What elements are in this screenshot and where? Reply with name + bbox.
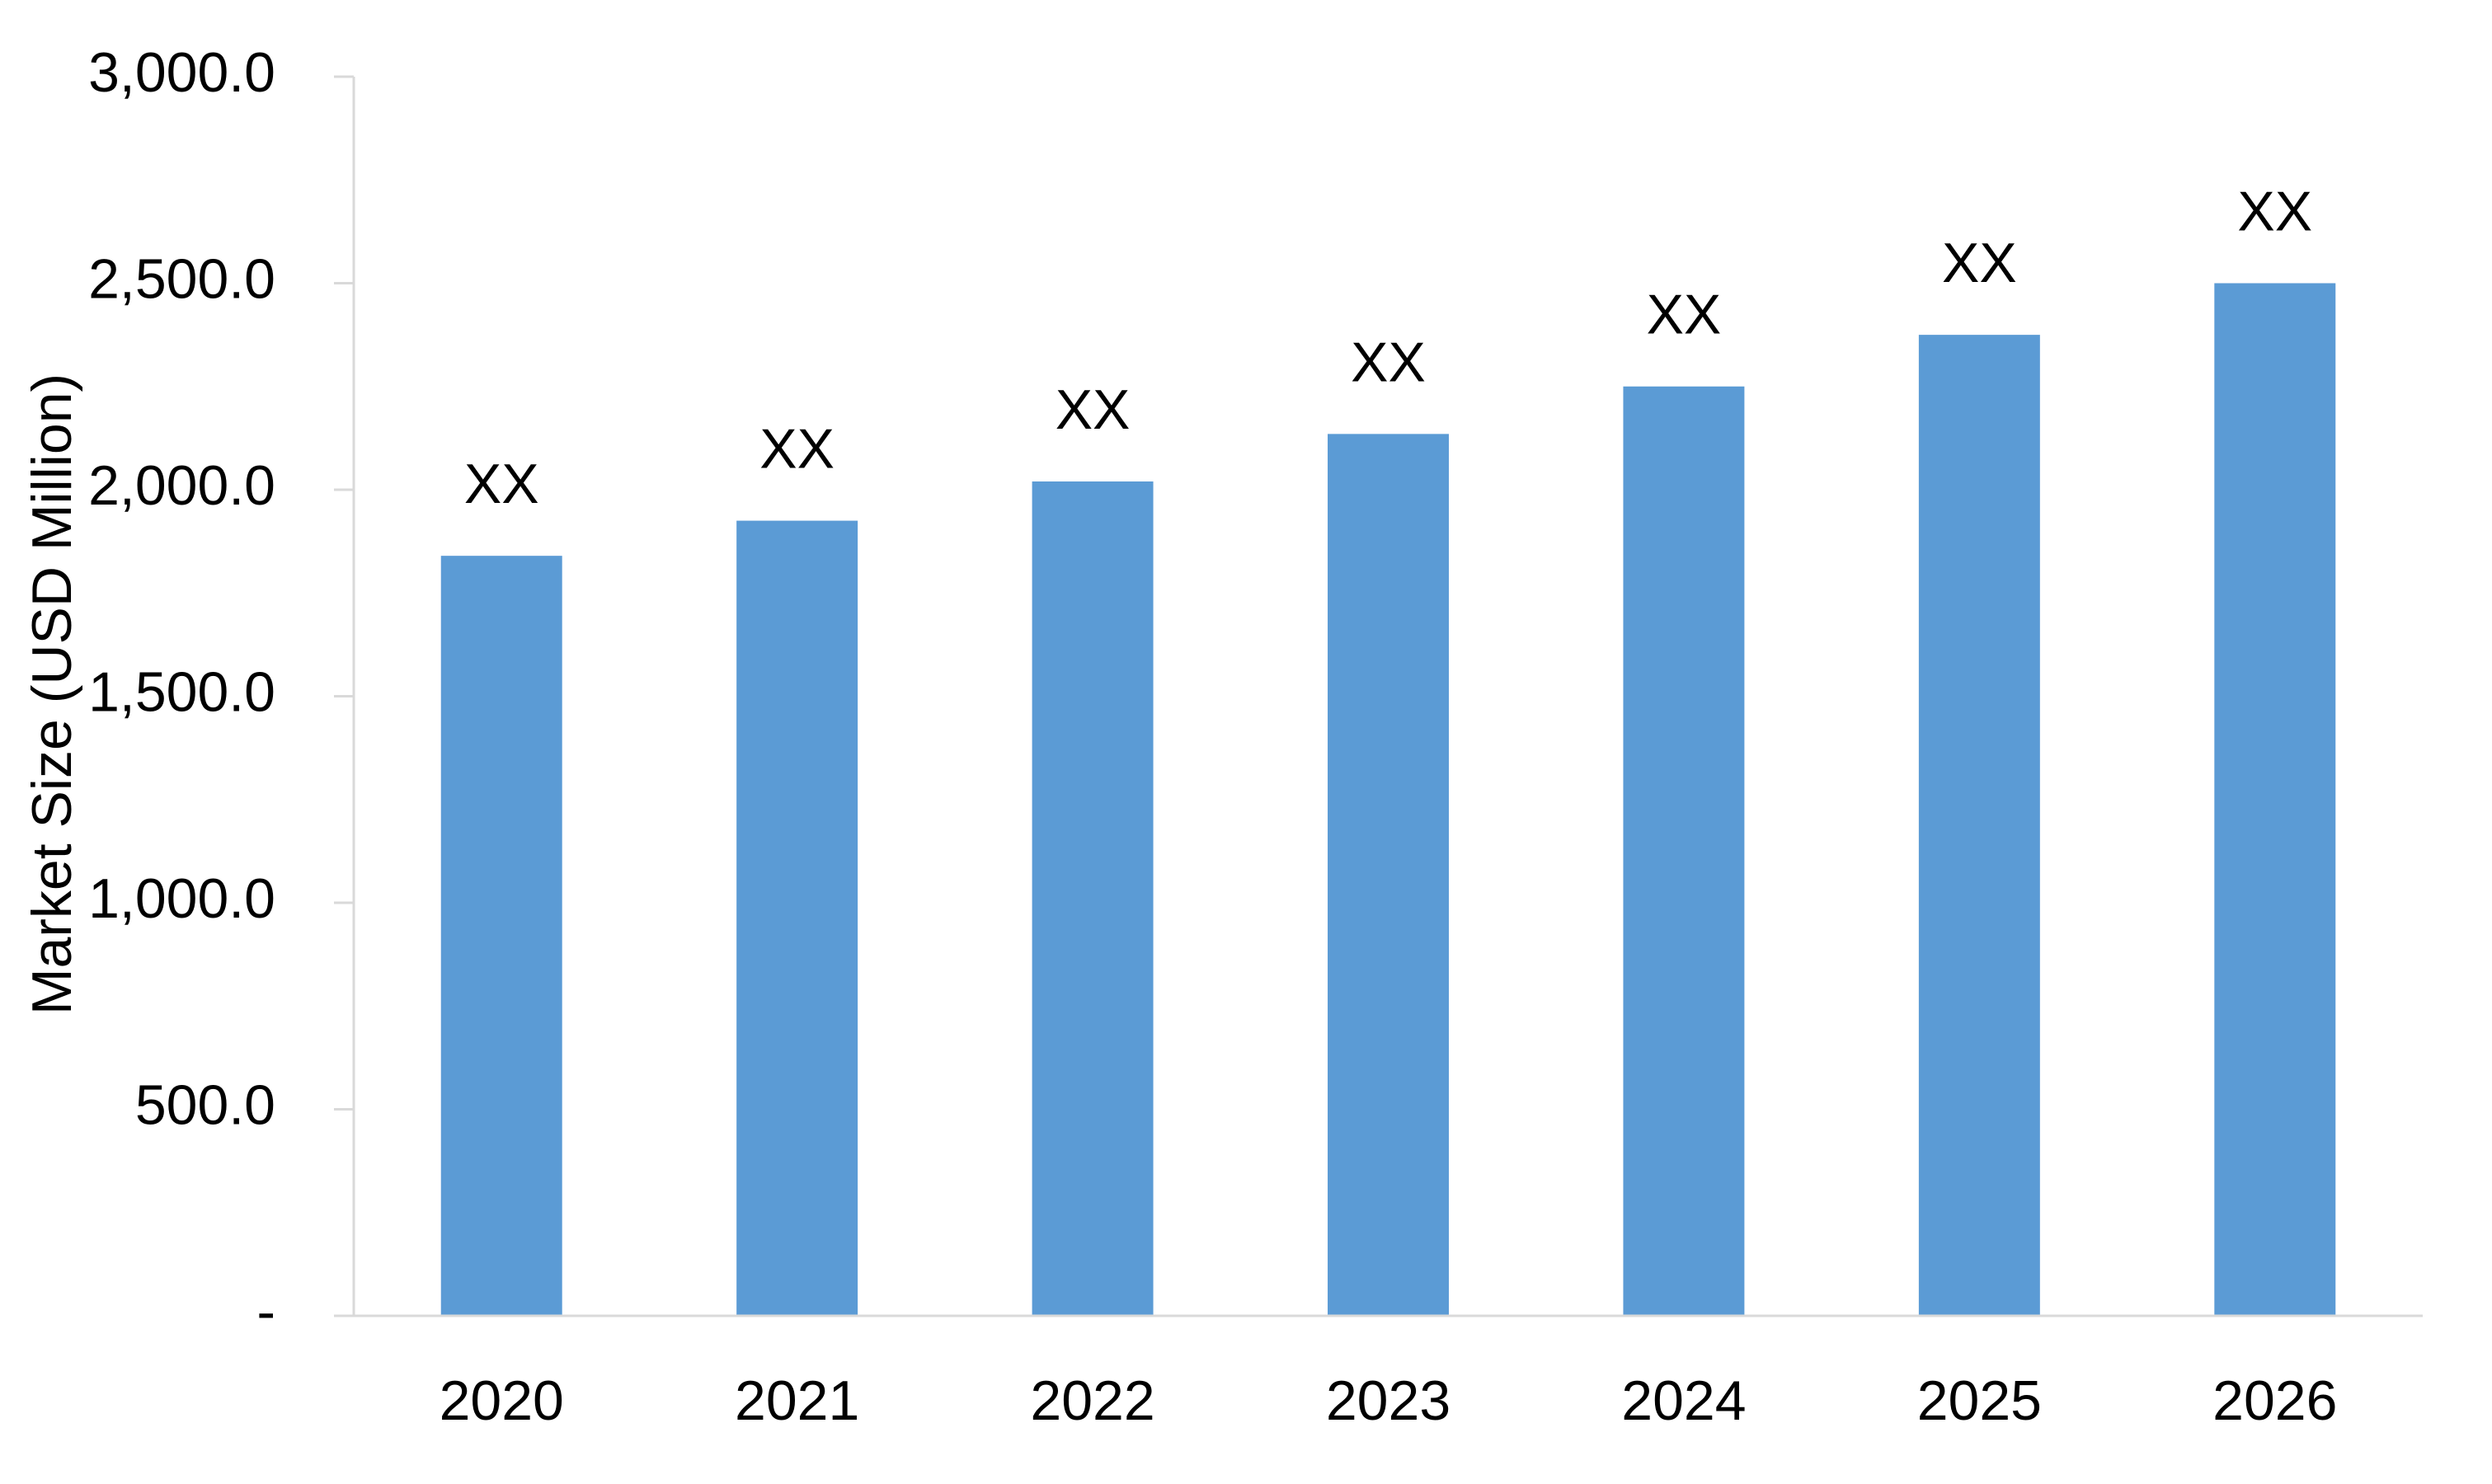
bar (1623, 386, 1745, 1316)
y-tick-label: - (256, 1280, 275, 1343)
y-tick-label: 2,000.0 (88, 454, 275, 517)
x-tick-label: 2023 (1326, 1369, 1451, 1432)
bar (1918, 335, 2040, 1316)
bar (1032, 481, 1154, 1316)
y-tick-label: 2,500.0 (88, 247, 275, 310)
x-tick-label: 2025 (1917, 1369, 2042, 1432)
bar (1328, 434, 1449, 1316)
value-label: XX (1056, 378, 1131, 441)
bar (2214, 283, 2336, 1316)
x-tick-label: 2021 (735, 1369, 859, 1432)
value-label: XX (759, 418, 835, 481)
y-axis-title: Market Size (USD Million) (21, 373, 83, 1015)
value-label: XX (1942, 232, 2017, 294)
x-tick-label: 2022 (1030, 1369, 1154, 1432)
value-label: XX (1351, 331, 1426, 393)
value-label: XX (2237, 180, 2312, 242)
y-tick-label: 3,000.0 (88, 41, 275, 104)
y-tick-label: 500.0 (135, 1073, 275, 1136)
bar (736, 520, 858, 1316)
y-tick-label: 1,000.0 (88, 867, 275, 930)
x-tick-label: 2026 (2212, 1369, 2337, 1432)
y-tick-label: 1,500.0 (88, 660, 275, 723)
value-label: XX (1647, 284, 1722, 346)
x-tick-label: 2020 (440, 1369, 564, 1432)
bar (440, 556, 562, 1316)
x-tick-label: 2024 (1621, 1369, 1746, 1432)
value-label: XX (464, 453, 539, 515)
